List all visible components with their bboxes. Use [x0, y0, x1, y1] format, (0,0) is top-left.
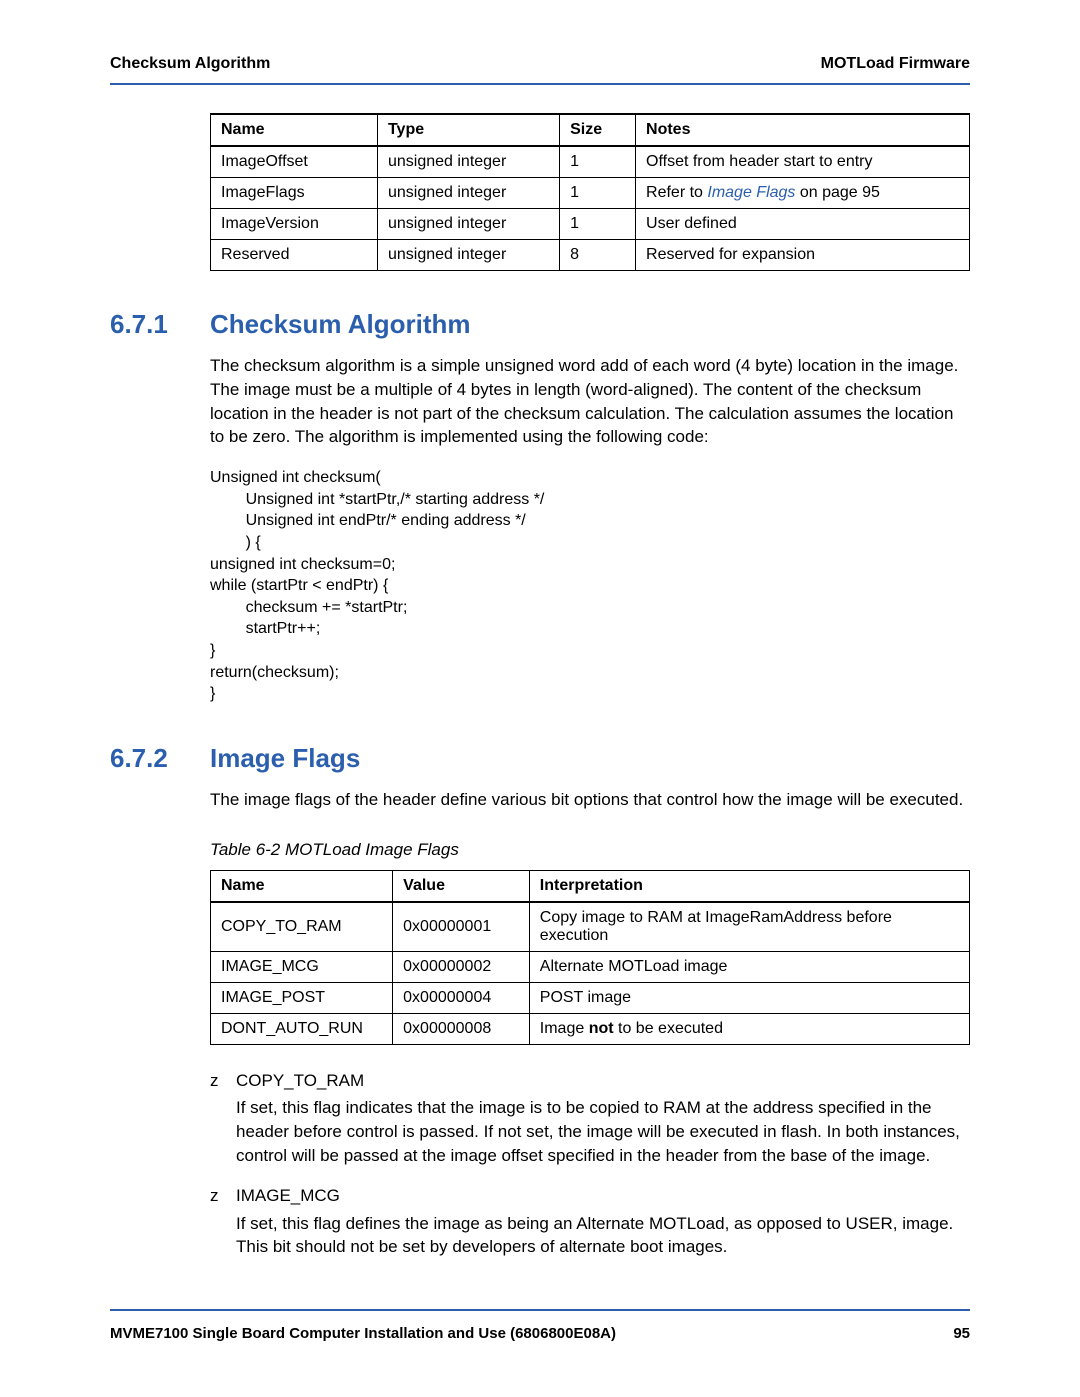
- cell: ImageFlags: [211, 178, 378, 209]
- col-type: Type: [377, 114, 559, 146]
- cell: Image not to be executed: [529, 1013, 969, 1044]
- bullet-name: IMAGE_MCG: [236, 1186, 340, 1205]
- header-right: MOTLoad Firmware: [821, 55, 970, 73]
- cell: IMAGE_POST: [211, 982, 393, 1013]
- cell: 0x00000001: [393, 902, 530, 952]
- bullet-marker: z: [210, 1069, 236, 1093]
- table-row: ImageVersion unsigned integer 1 User def…: [211, 209, 970, 240]
- cell-notes-link: Refer to Image Flags on page 95: [636, 178, 970, 209]
- cell: Reserved: [211, 240, 378, 271]
- table-row: DONT_AUTO_RUN 0x00000008 Image not to be…: [211, 1013, 970, 1044]
- notes-link[interactable]: Image Flags: [707, 184, 795, 201]
- cell: ImageVersion: [211, 209, 378, 240]
- cell: Offset from header start to entry: [636, 146, 970, 178]
- cell: 8: [560, 240, 636, 271]
- section-title: Checksum Algorithm: [210, 309, 471, 340]
- cell: unsigned integer: [377, 146, 559, 178]
- section-heading-672: 6.7.2 Image Flags: [110, 743, 970, 774]
- bullet-desc: If set, this flag defines the image as b…: [236, 1212, 970, 1260]
- section-number: 6.7.2: [110, 743, 182, 774]
- para-671: The checksum algorithm is a simple unsig…: [210, 354, 970, 449]
- table-row: ImageOffset unsigned integer 1 Offset fr…: [211, 146, 970, 178]
- cell: Alternate MOTLoad image: [529, 951, 969, 982]
- table-row: Name Type Size Notes: [211, 114, 970, 146]
- cell: POST image: [529, 982, 969, 1013]
- cell: unsigned integer: [377, 240, 559, 271]
- list-item: zCOPY_TO_RAM If set, this flag indicates…: [210, 1069, 970, 1168]
- bullet-name: COPY_TO_RAM: [236, 1071, 364, 1090]
- cell: 0x00000008: [393, 1013, 530, 1044]
- page-footer: MVME7100 Single Board Computer Installat…: [110, 1325, 970, 1342]
- cell: 0x00000004: [393, 982, 530, 1013]
- col-name: Name: [211, 114, 378, 146]
- col-size: Size: [560, 114, 636, 146]
- cell: DONT_AUTO_RUN: [211, 1013, 393, 1044]
- table-row: IMAGE_MCG 0x00000002 Alternate MOTLoad i…: [211, 951, 970, 982]
- table-row: Reserved unsigned integer 8 Reserved for…: [211, 240, 970, 271]
- col-notes: Notes: [636, 114, 970, 146]
- cell: 1: [560, 209, 636, 240]
- flag-bullet-list: zCOPY_TO_RAM If set, this flag indicates…: [210, 1069, 970, 1260]
- cell: 1: [560, 146, 636, 178]
- footer-right: 95: [953, 1325, 970, 1342]
- footer-left: MVME7100 Single Board Computer Installat…: [110, 1325, 616, 1342]
- col-name: Name: [211, 870, 393, 902]
- image-flags-table: Name Value Interpretation COPY_TO_RAM 0x…: [210, 870, 970, 1045]
- section-number: 6.7.1: [110, 309, 182, 340]
- interp-suffix: to be executed: [614, 1020, 723, 1037]
- section-title: Image Flags: [210, 743, 360, 774]
- code-block-checksum: Unsigned int checksum( Unsigned int *sta…: [210, 467, 970, 705]
- cell: IMAGE_MCG: [211, 951, 393, 982]
- cell: Reserved for expansion: [636, 240, 970, 271]
- col-interpretation: Interpretation: [529, 870, 969, 902]
- cell: 1: [560, 178, 636, 209]
- cell: Copy image to RAM at ImageRamAddress bef…: [529, 902, 969, 952]
- cell: ImageOffset: [211, 146, 378, 178]
- cell: unsigned integer: [377, 209, 559, 240]
- cell: COPY_TO_RAM: [211, 902, 393, 952]
- header-fields-table: Name Type Size Notes ImageOffset unsigne…: [210, 113, 970, 271]
- table-row: COPY_TO_RAM 0x00000001 Copy image to RAM…: [211, 902, 970, 952]
- interp-bold: not: [589, 1020, 614, 1037]
- table-row: ImageFlags unsigned integer 1 Refer to I…: [211, 178, 970, 209]
- para-672: The image flags of the header define var…: [210, 788, 970, 812]
- footer-rule: [110, 1309, 970, 1311]
- page-header: Checksum Algorithm MOTLoad Firmware: [110, 55, 970, 83]
- header-left: Checksum Algorithm: [110, 55, 270, 73]
- section-heading-671: 6.7.1 Checksum Algorithm: [110, 309, 970, 340]
- list-item: zIMAGE_MCG If set, this flag defines the…: [210, 1184, 970, 1259]
- col-value: Value: [393, 870, 530, 902]
- bullet-desc: If set, this flag indicates that the ima…: [236, 1096, 970, 1167]
- bullet-marker: z: [210, 1184, 236, 1208]
- cell: 0x00000002: [393, 951, 530, 982]
- table-caption-62: Table 6-2 MOTLoad Image Flags: [210, 840, 970, 860]
- notes-suffix: on page 95: [795, 184, 880, 201]
- table-row: Name Value Interpretation: [211, 870, 970, 902]
- cell: User defined: [636, 209, 970, 240]
- header-rule: [110, 83, 970, 85]
- table-row: IMAGE_POST 0x00000004 POST image: [211, 982, 970, 1013]
- cell: unsigned integer: [377, 178, 559, 209]
- notes-prefix: Refer to: [646, 184, 707, 201]
- interp-prefix: Image: [540, 1020, 589, 1037]
